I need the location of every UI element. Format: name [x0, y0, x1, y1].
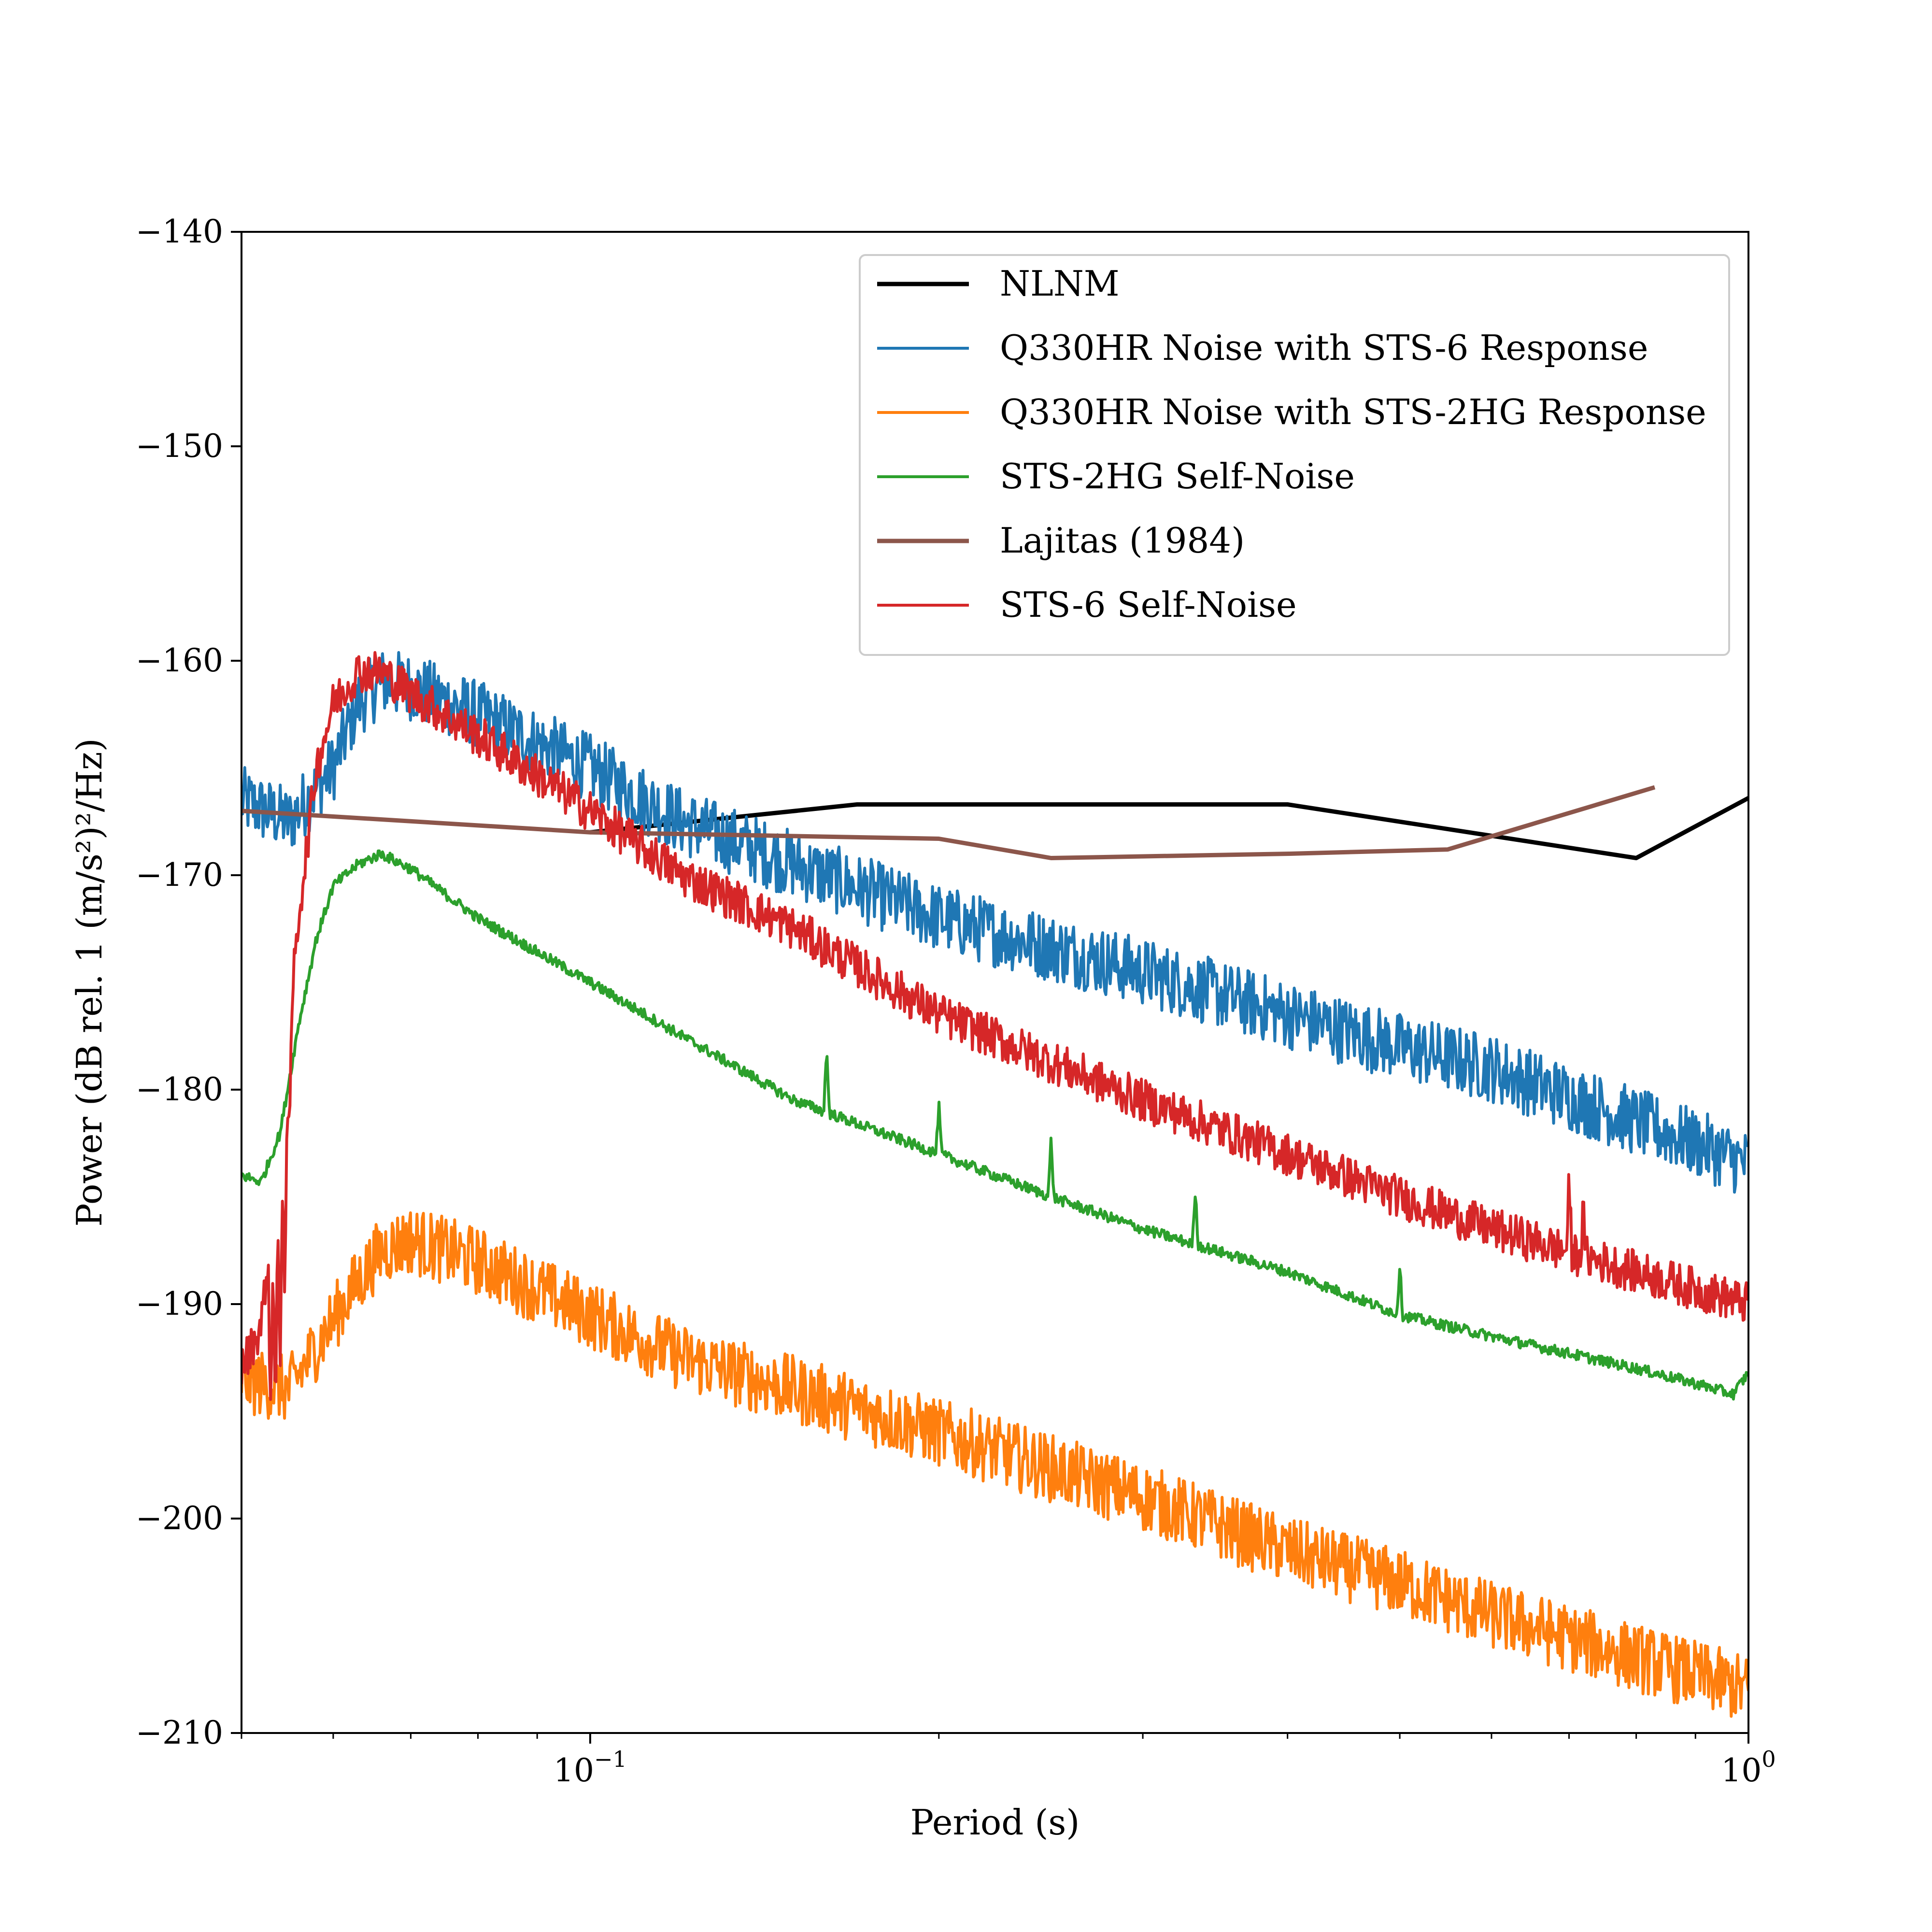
plot-frame [241, 231, 1749, 1734]
series-layer [242, 651, 1748, 1718]
y-tick-label: −210 [136, 1714, 223, 1751]
x-tick-label: 100 [1721, 1746, 1776, 1789]
series-line-0 [590, 796, 1748, 860]
ticks-layer: −140 −150 −160 −170 −180 −190 −200 −210 10−1 100 [136, 213, 1776, 1789]
legend-label: Q330HR Noise with STS-6 Response [1000, 327, 1648, 368]
legend: NLNM Q330HR Noise with STS-6 Response Q330… [859, 254, 1730, 656]
series-line-3 [242, 849, 1748, 1401]
y-tick-label: −180 [136, 1071, 223, 1108]
x-tick-label: 10−1 [554, 1746, 627, 1789]
x-axis-label: Period (s) [910, 1802, 1080, 1843]
y-axis-label: Power (dB rel. 1 (m/s²)²/Hz) [69, 738, 110, 1226]
legend-label: NLNM [1000, 263, 1120, 304]
y-tick-label: −190 [136, 1285, 223, 1322]
series-line-5 [242, 651, 1748, 1401]
y-tick-label: −160 [136, 642, 223, 679]
y-tick-label: −150 [136, 427, 223, 465]
legend-label: Q330HR Noise with STS-2HG Response [1000, 392, 1706, 432]
y-tick-label: −140 [136, 213, 223, 250]
series-line-2 [242, 1211, 1748, 1718]
y-tick-label: −170 [136, 856, 223, 894]
legend-box [859, 254, 1730, 656]
series-line-4 [242, 785, 1656, 860]
legend-label: STS-2HG Self-Noise [1000, 456, 1355, 497]
legend-label: Lajitas (1984) [1000, 520, 1245, 561]
y-tick-label: −200 [136, 1500, 223, 1537]
legend-label: STS-6 Self-Noise [1000, 584, 1297, 625]
series-line-1 [242, 651, 1748, 1194]
